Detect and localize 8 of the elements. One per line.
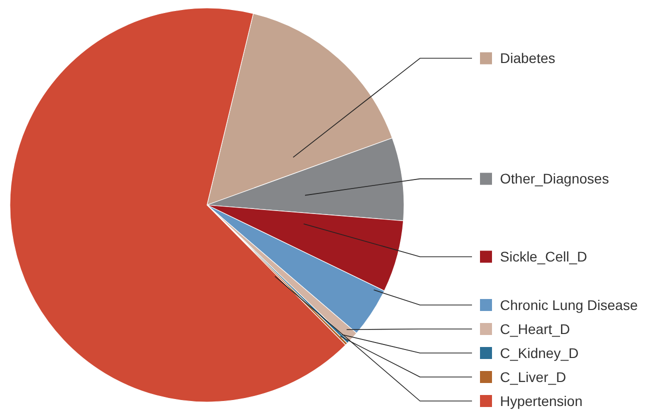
legend-label: C_Liver_D xyxy=(500,368,566,385)
legend-label: Diabetes xyxy=(500,50,556,66)
legend-label: Chronic Lung Disease xyxy=(500,296,638,313)
legend-label: C_Heart_D xyxy=(500,320,570,337)
legend-label: C_Kidney_D xyxy=(500,344,579,361)
legend-label: Hypertension xyxy=(500,392,582,409)
legend-label: Sickle_Cell_D xyxy=(500,248,588,265)
legend-label: Other_Diagnoses xyxy=(500,170,609,187)
